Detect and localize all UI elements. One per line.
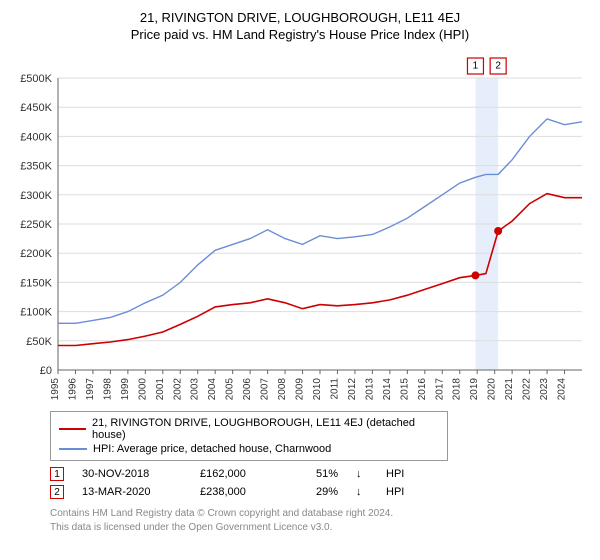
svg-text:2011: 2011 <box>329 378 340 400</box>
sale-pct: 51% <box>298 468 338 480</box>
svg-text:2019: 2019 <box>469 378 480 401</box>
svg-text:£250K: £250K <box>20 219 52 231</box>
svg-text:2012: 2012 <box>347 378 358 401</box>
sale-marker-box: 1 <box>50 467 64 481</box>
legend-row: HPI: Average price, detached house, Char… <box>59 442 439 456</box>
sale-suffix: HPI <box>386 486 404 498</box>
svg-text:2021: 2021 <box>504 378 515 401</box>
svg-text:2006: 2006 <box>242 378 253 401</box>
svg-text:2016: 2016 <box>417 378 428 401</box>
svg-text:£350K: £350K <box>20 161 52 173</box>
svg-text:£50K: £50K <box>26 336 52 348</box>
svg-text:2005: 2005 <box>225 378 236 401</box>
svg-text:2024: 2024 <box>557 378 568 401</box>
svg-text:£400K: £400K <box>20 131 52 143</box>
svg-text:2009: 2009 <box>295 378 306 401</box>
down-arrow-icon: ↓ <box>356 468 368 480</box>
footer-line: This data is licensed under the Open Gov… <box>50 521 590 535</box>
svg-text:1996: 1996 <box>67 378 78 401</box>
svg-text:2013: 2013 <box>364 378 375 401</box>
sales-table: 1 30-NOV-2018 £162,000 51% ↓ HPI 2 13-MA… <box>50 465 590 501</box>
svg-text:2: 2 <box>495 61 501 72</box>
sale-date: 13-MAR-2020 <box>82 486 182 498</box>
svg-text:2003: 2003 <box>190 378 201 401</box>
svg-text:2022: 2022 <box>522 378 533 401</box>
svg-text:1995: 1995 <box>50 378 61 401</box>
sales-row: 1 30-NOV-2018 £162,000 51% ↓ HPI <box>50 465 590 483</box>
svg-text:2015: 2015 <box>399 378 410 401</box>
svg-text:£0: £0 <box>40 365 52 377</box>
svg-text:2004: 2004 <box>207 378 218 401</box>
legend-label: 21, RIVINGTON DRIVE, LOUGHBOROUGH, LE11 … <box>92 417 439 441</box>
legend-swatch <box>59 448 87 450</box>
svg-text:2014: 2014 <box>382 378 393 401</box>
sale-marker-box: 2 <box>50 485 64 499</box>
legend: 21, RIVINGTON DRIVE, LOUGHBOROUGH, LE11 … <box>50 411 448 461</box>
svg-text:2002: 2002 <box>172 378 183 401</box>
sales-row: 2 13-MAR-2020 £238,000 29% ↓ HPI <box>50 483 590 501</box>
svg-text:£150K: £150K <box>20 277 52 289</box>
footer-line: Contains HM Land Registry data © Crown c… <box>50 507 590 521</box>
svg-text:2010: 2010 <box>312 378 323 401</box>
svg-text:1998: 1998 <box>102 378 113 401</box>
chart-title-address: 21, RIVINGTON DRIVE, LOUGHBOROUGH, LE11 … <box>10 10 590 25</box>
down-arrow-icon: ↓ <box>356 486 368 498</box>
svg-text:£200K: £200K <box>20 248 52 260</box>
sale-price: £162,000 <box>200 468 280 480</box>
svg-text:2000: 2000 <box>137 378 148 401</box>
sale-suffix: HPI <box>386 468 404 480</box>
svg-text:2001: 2001 <box>155 378 166 401</box>
svg-text:£300K: £300K <box>20 190 52 202</box>
legend-swatch <box>59 428 86 430</box>
chart-area: £0 £50K £100K £150K £200K £250K £300K £350K £400… <box>10 50 590 405</box>
svg-text:£450K: £450K <box>20 102 52 114</box>
svg-text:2023: 2023 <box>539 378 550 401</box>
svg-text:1: 1 <box>473 61 479 72</box>
sale-date: 30-NOV-2018 <box>82 468 182 480</box>
footer-attribution: Contains HM Land Registry data © Crown c… <box>50 507 590 534</box>
sale-pct: 29% <box>298 486 338 498</box>
svg-text:1999: 1999 <box>120 378 131 401</box>
legend-row: 21, RIVINGTON DRIVE, LOUGHBOROUGH, LE11 … <box>59 416 439 442</box>
line-chart: £0 £50K £100K £150K £200K £250K £300K £350K £400… <box>10 50 590 405</box>
svg-text:2008: 2008 <box>277 378 288 401</box>
legend-label: HPI: Average price, detached house, Char… <box>93 443 331 455</box>
svg-text:2020: 2020 <box>487 378 498 401</box>
sale-price: £238,000 <box>200 486 280 498</box>
svg-text:£500K: £500K <box>20 73 52 85</box>
svg-text:£100K: £100K <box>20 307 52 319</box>
svg-text:2018: 2018 <box>452 378 463 401</box>
svg-text:2007: 2007 <box>260 378 271 401</box>
svg-text:1997: 1997 <box>85 378 96 401</box>
chart-title-sub: Price paid vs. HM Land Registry's House … <box>10 27 590 42</box>
svg-text:2017: 2017 <box>434 378 445 401</box>
